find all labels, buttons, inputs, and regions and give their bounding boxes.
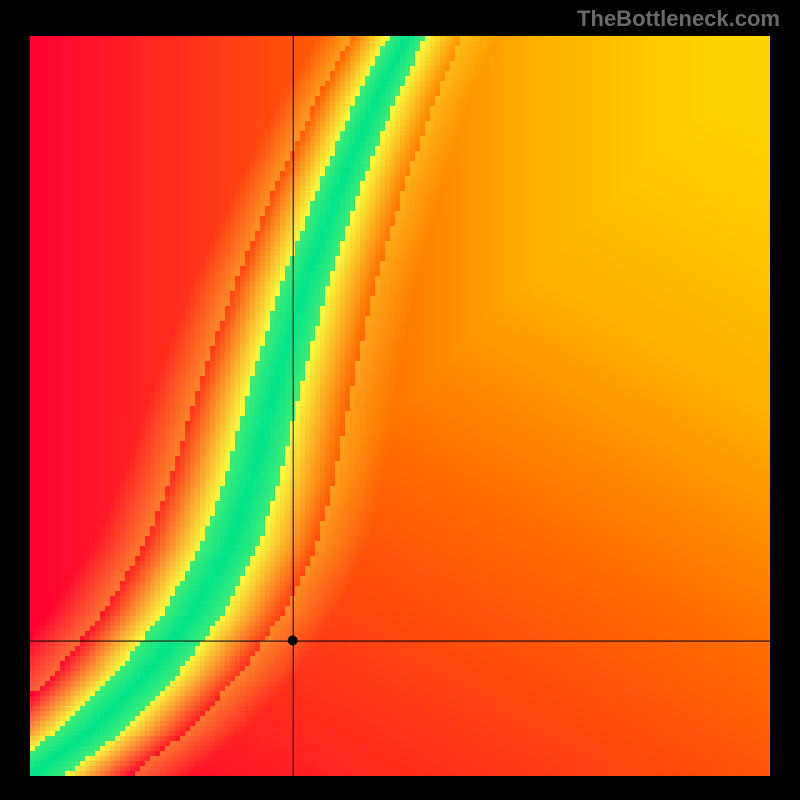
watermark-text: TheBottleneck.com bbox=[577, 6, 780, 32]
heatmap-canvas bbox=[0, 0, 800, 800]
